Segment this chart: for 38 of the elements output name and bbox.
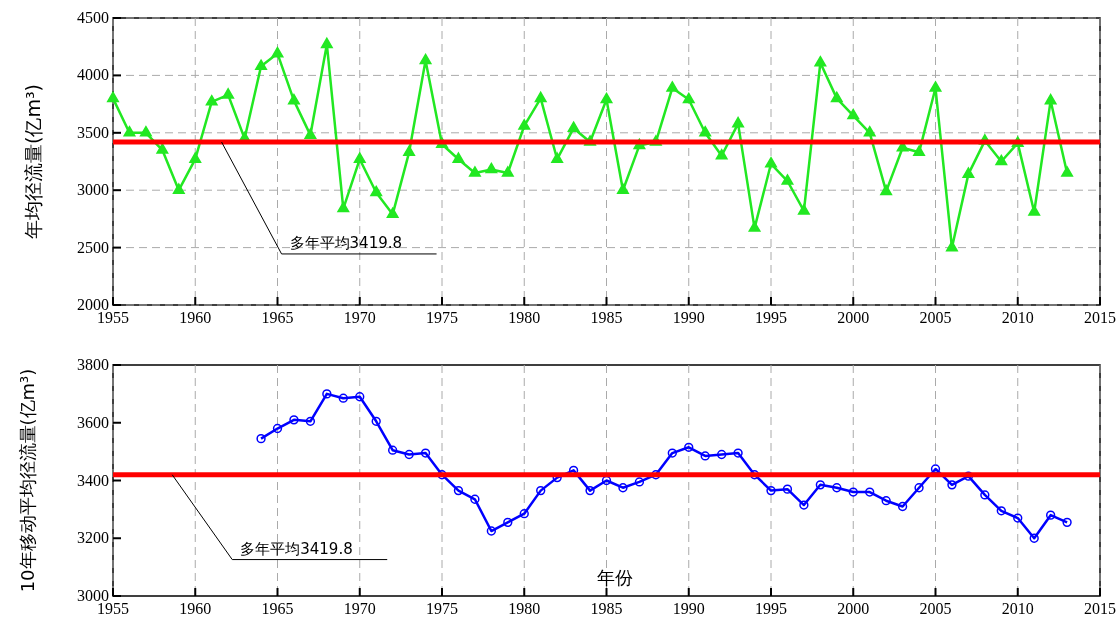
- x-tick-label: 1995: [755, 309, 787, 326]
- ref-line-label: 多年平均3419.8: [289, 233, 403, 252]
- y-tick-label: 3200: [77, 529, 109, 547]
- y-tick-label: 3400: [77, 471, 109, 489]
- y-tick-label: 4000: [77, 66, 109, 84]
- x-tick-label: 1970: [343, 600, 376, 617]
- x-tick-label: 1980: [508, 309, 541, 326]
- x-tick-label: 2015: [1084, 600, 1116, 617]
- x-tick-label: 2010: [1001, 309, 1034, 326]
- x-tick-label: 1980: [508, 600, 541, 617]
- x-tick-label: 1995: [755, 600, 787, 617]
- x-tick-label: 2015: [1084, 309, 1116, 326]
- x-tick-label: 1960: [179, 600, 212, 617]
- x-tick-label: 2000: [837, 600, 870, 617]
- x-tick-label: 2010: [1001, 600, 1034, 617]
- x-tick-label: 2000: [837, 309, 870, 326]
- x-tick-label: 1965: [261, 309, 294, 326]
- y-tick-label: 3600: [77, 413, 109, 431]
- y-tick-label: 3800: [77, 356, 109, 373]
- y-axis-title: 年均径流量(亿m³): [22, 84, 44, 239]
- x-tick-label: 1965: [261, 600, 294, 617]
- y-tick-label: 3000: [77, 181, 109, 199]
- x-axis-title: 年份: [596, 567, 633, 588]
- x-tick-label: 1975: [426, 600, 458, 617]
- x-tick-label: 2005: [919, 600, 952, 617]
- x-tick-label: 1990: [672, 309, 705, 326]
- x-tick-label: 1970: [343, 309, 376, 326]
- x-tick-label: 1975: [426, 309, 458, 326]
- x-tick-label: 1985: [590, 600, 623, 617]
- y-tick-label: 4500: [77, 9, 109, 26]
- x-tick-label: 1985: [590, 309, 623, 326]
- x-tick-label: 1960: [179, 309, 212, 326]
- x-tick-label: 1990: [672, 600, 705, 617]
- x-tick-label: 2005: [919, 309, 952, 326]
- y-tick-label: 3500: [77, 123, 109, 141]
- y-axis-title: 10年移动平均径流量(亿m³): [17, 368, 38, 593]
- ref-line-label: 多年平均3419.8: [240, 539, 353, 558]
- y-tick-label: 2500: [77, 238, 109, 256]
